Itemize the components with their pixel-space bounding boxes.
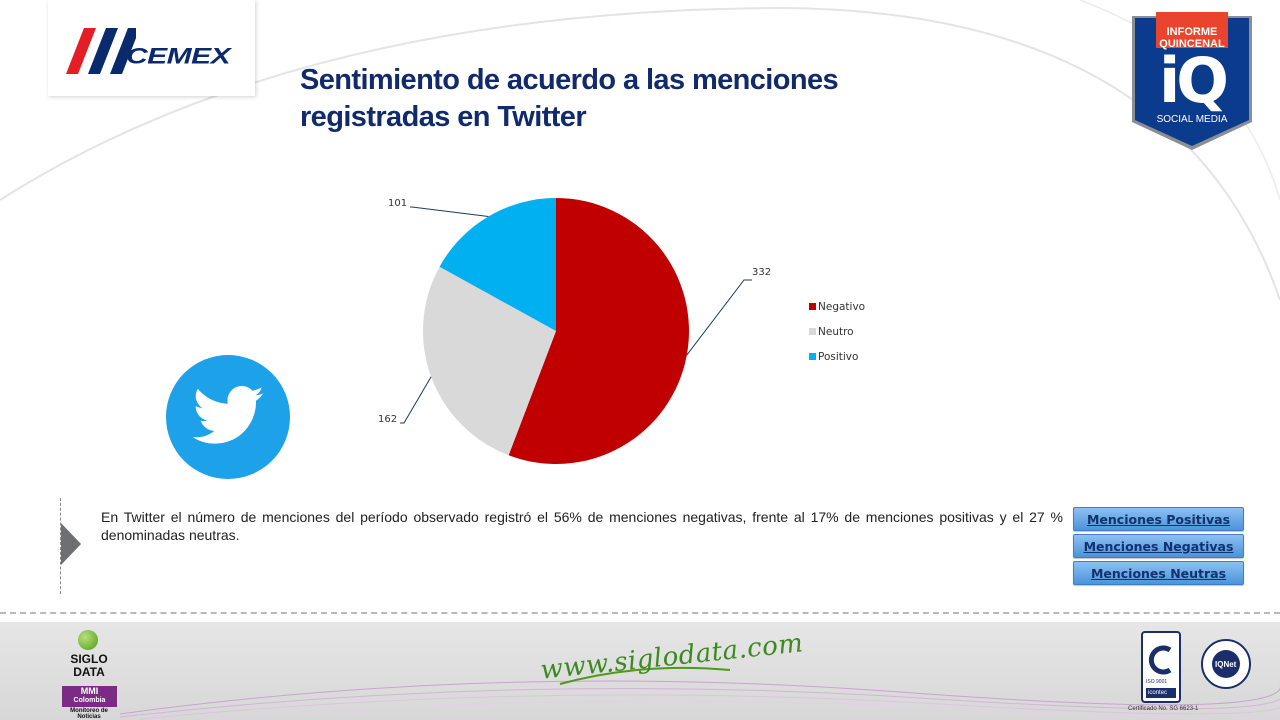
sd-tagline: Monitoreo de Noticias — [70, 708, 108, 720]
legend-label-negativo: Negativo — [818, 301, 865, 313]
badge-line-3: SOCIAL MEDIA — [1156, 114, 1228, 125]
summary-text: En Twitter el número de menciones del pe… — [101, 509, 1063, 543]
menciones-positivas-button[interactable]: Menciones Positivas — [1073, 507, 1244, 531]
pie-slice-positivo — [439, 198, 556, 331]
footer: SIGLO DATA MMI Colombia Monitoreo de Not… — [0, 622, 1280, 720]
icontec-label: icontec — [1148, 690, 1168, 696]
cemex-stripes-icon — [66, 28, 136, 74]
twitter-logo — [166, 355, 290, 479]
title-line-2: registradas en Twitter — [300, 101, 587, 133]
leader-line-neutro — [400, 376, 432, 424]
leader-line-positivo — [410, 206, 489, 217]
data-label-positivo: 101 — [388, 198, 407, 209]
legend-swatch-neutro — [809, 328, 816, 335]
sd-line-1: SIGLO — [70, 652, 108, 666]
siglo-data-logo: SIGLO DATA MMI Colombia Monitoreo de Not… — [58, 630, 120, 720]
sd-line-2: DATA — [73, 665, 105, 679]
summary-marker — [60, 498, 91, 594]
data-label-negativo: 332 — [752, 267, 771, 278]
badge-line-1: INFORME — [1166, 26, 1218, 38]
iq-badge: INFORME QUINCENAL iQ SOCIAL MEDIA — [1128, 12, 1256, 152]
legend-label-neutro: Neutro — [818, 326, 854, 338]
legend-swatch-positivo — [809, 353, 816, 360]
cemex-wordmark: CEMEX — [126, 44, 231, 69]
page-title: Sentimiento de acuerdo a las menciones r… — [300, 62, 1000, 136]
iso-label: ISO 9001 — [1146, 679, 1168, 685]
iqnet-label: IQNet — [1215, 660, 1237, 669]
sd-mmi: MMI — [80, 686, 99, 696]
sentiment-pie-chart: 332 162 101 Negativo Neutro Positivo — [378, 198, 865, 464]
pie-slice-negativo — [508, 198, 689, 464]
icontec-iqnet-icon — [1141, 631, 1251, 703]
footer-waves — [119, 666, 1280, 720]
twitter-bird-icon — [193, 386, 264, 444]
globe-icon — [78, 630, 98, 650]
certificate-number: Certificado No. SG 6623-1 — [1128, 706, 1199, 712]
leader-line-negativo — [686, 279, 752, 356]
menciones-neutras-button[interactable]: Menciones Neutras — [1073, 561, 1244, 585]
sd-mmi-box: MMI Colombia — [62, 686, 117, 707]
badge-logo: iQ — [1159, 44, 1229, 117]
data-label-neutro: 162 — [378, 414, 397, 425]
certification-logos: ISO 9001 icontec IQNet Certificado No. S… — [1128, 630, 1268, 716]
footer-divider — [0, 612, 1280, 614]
cemex-logo: CEMEX — [48, 0, 255, 96]
sd-country: Colombia — [73, 697, 106, 704]
legend-swatch-negativo — [809, 303, 816, 310]
pie-slice-neutro — [423, 266, 556, 456]
badge-shield-icon — [1132, 12, 1252, 150]
play-arrow-icon — [61, 523, 81, 565]
title-line-1: Sentimiento de acuerdo a las menciones — [300, 64, 839, 96]
menciones-negativas-button[interactable]: Menciones Negativas — [1073, 534, 1244, 558]
legend-label-positivo: Positivo — [818, 351, 858, 363]
badge-line-2: QUINCENAL — [1159, 38, 1225, 50]
